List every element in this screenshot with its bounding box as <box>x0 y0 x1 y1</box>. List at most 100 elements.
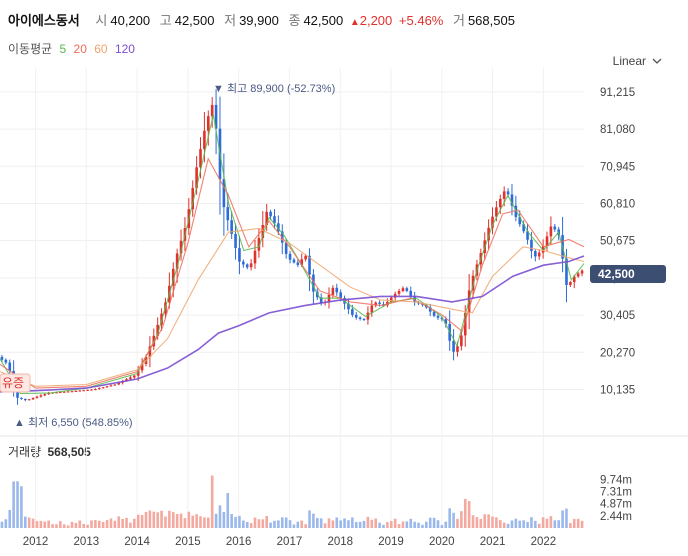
candle-body[interactable] <box>82 390 86 392</box>
candle-body[interactable] <box>249 263 253 268</box>
candle-body[interactable] <box>491 216 494 228</box>
volume-bar[interactable] <box>133 518 136 528</box>
candle-body[interactable] <box>502 191 506 199</box>
volume-bar[interactable] <box>471 515 475 528</box>
volume-bar[interactable] <box>460 511 463 528</box>
candle-body[interactable] <box>335 287 339 293</box>
volume-bar[interactable] <box>409 518 413 528</box>
volume-bar[interactable] <box>366 516 370 528</box>
volume-bar[interactable] <box>522 520 525 528</box>
volume-bar[interactable] <box>31 518 35 528</box>
volume-bar[interactable] <box>47 520 50 528</box>
volume-bar[interactable] <box>249 523 253 528</box>
volume-bar[interactable] <box>156 512 159 528</box>
volume-bar[interactable] <box>545 518 549 528</box>
candle-body[interactable] <box>230 220 233 234</box>
volume-bar[interactable] <box>280 517 284 528</box>
candle-body[interactable] <box>265 211 268 225</box>
candle-body[interactable] <box>580 270 584 274</box>
volume-bar[interactable] <box>218 505 222 528</box>
candle-body[interactable] <box>66 391 70 393</box>
volume-bar[interactable] <box>152 511 156 528</box>
candle-body[interactable] <box>136 370 140 376</box>
volume-bar[interactable] <box>358 521 362 528</box>
candle-body[interactable] <box>288 253 292 260</box>
candle-body[interactable] <box>506 191 510 195</box>
candle-body[interactable] <box>35 396 39 398</box>
candle-body[interactable] <box>257 238 261 251</box>
volume-bar[interactable] <box>565 508 568 528</box>
volume-bar[interactable] <box>234 516 237 528</box>
volume-bar[interactable] <box>203 517 206 528</box>
candle-body[interactable] <box>358 317 362 319</box>
candle-body[interactable] <box>296 262 300 265</box>
volume-bar[interactable] <box>316 517 319 528</box>
volume-bar[interactable] <box>253 517 257 528</box>
volume-bar[interactable] <box>90 520 93 528</box>
volume-bar[interactable] <box>327 518 331 528</box>
volume-bar[interactable] <box>20 486 23 528</box>
volume-bar[interactable] <box>374 518 378 528</box>
volume-bar[interactable] <box>312 513 315 528</box>
volume-bar[interactable] <box>210 475 214 529</box>
candle-body[interactable] <box>101 387 105 389</box>
volume-bar[interactable] <box>171 512 175 528</box>
candle-body[interactable] <box>409 290 413 297</box>
volume-bar[interactable] <box>94 520 97 528</box>
volume-bar[interactable] <box>16 481 19 528</box>
volume-bar[interactable] <box>284 517 288 528</box>
candle-body[interactable] <box>576 273 580 277</box>
volume-bar[interactable] <box>576 518 580 528</box>
candle-body[interactable] <box>413 296 416 302</box>
volume-bar[interactable] <box>351 517 354 528</box>
candle-body[interactable] <box>62 391 66 393</box>
volume-bar[interactable] <box>347 520 350 528</box>
candle-body[interactable] <box>105 386 109 388</box>
candle-body[interactable] <box>47 392 50 395</box>
volume-bar[interactable] <box>12 481 15 528</box>
volume-bar[interactable] <box>510 520 514 528</box>
candle-body[interactable] <box>117 382 121 385</box>
volume-bar[interactable] <box>479 518 483 528</box>
volume-bar[interactable] <box>370 519 374 528</box>
volume-bar[interactable] <box>557 520 560 528</box>
volume-bar[interactable] <box>343 518 346 528</box>
volume-bar[interactable] <box>335 517 339 528</box>
volume-bar[interactable] <box>195 514 198 528</box>
ma-60[interactable]: 60 <box>94 42 108 56</box>
candle-body[interactable] <box>222 179 226 208</box>
volume-bar[interactable] <box>440 525 444 528</box>
volume-bar[interactable] <box>168 510 171 528</box>
volume-bar[interactable] <box>432 517 436 528</box>
volume-bar[interactable] <box>24 516 27 528</box>
volume-bar[interactable] <box>495 517 498 528</box>
volume-bar[interactable] <box>491 516 494 528</box>
volume-bar[interactable] <box>86 524 89 528</box>
rights-offering-tag[interactable] <box>0 373 31 393</box>
candle-body[interactable] <box>171 268 175 286</box>
volume-bar[interactable] <box>105 520 109 528</box>
volume-bar[interactable] <box>530 517 533 528</box>
candle-body[interactable] <box>59 392 62 394</box>
volume-bar[interactable] <box>514 518 518 528</box>
candle-body[interactable] <box>234 233 237 249</box>
volume-bar[interactable] <box>436 520 440 528</box>
scale-selector[interactable]: Linear <box>613 54 662 68</box>
volume-bar[interactable] <box>160 510 163 528</box>
candle-body[interactable] <box>498 198 502 208</box>
volume-bar[interactable] <box>117 516 121 528</box>
candle-body[interactable] <box>133 375 136 378</box>
volume-bar[interactable] <box>144 512 148 528</box>
candle-body[interactable] <box>140 364 144 371</box>
candle-body[interactable] <box>273 216 276 224</box>
volume-bar[interactable] <box>101 521 105 528</box>
volume-bar[interactable] <box>183 518 187 528</box>
volume-bar[interactable] <box>580 520 584 528</box>
volume-bar[interactable] <box>296 521 300 528</box>
candle-body[interactable] <box>43 394 47 396</box>
volume-bar[interactable] <box>331 520 335 528</box>
candle-body[interactable] <box>401 288 405 292</box>
ma-5[interactable]: 5 <box>59 42 67 56</box>
candle-body[interactable] <box>308 255 311 275</box>
candle-body[interactable] <box>534 250 537 257</box>
